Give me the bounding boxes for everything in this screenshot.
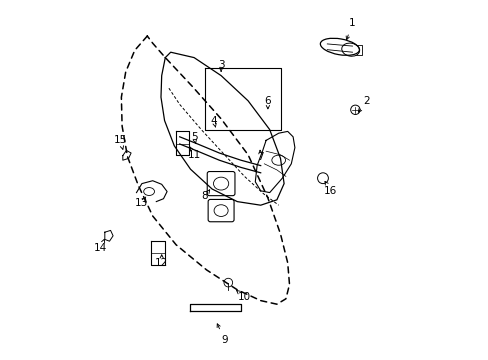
Text: 3: 3: [217, 60, 224, 70]
Text: 7: 7: [257, 152, 264, 162]
Text: 4: 4: [210, 116, 217, 126]
Text: 14: 14: [94, 243, 107, 253]
Text: 9: 9: [221, 335, 227, 345]
Text: 10: 10: [238, 292, 250, 302]
Text: 2: 2: [363, 96, 369, 106]
Text: 1: 1: [348, 18, 355, 28]
Text: 16: 16: [324, 186, 337, 196]
Text: 11: 11: [187, 150, 200, 160]
Text: 13: 13: [135, 198, 148, 208]
Text: 12: 12: [155, 258, 168, 268]
Text: 5: 5: [190, 132, 197, 142]
Text: 8: 8: [201, 191, 208, 201]
Text: 15: 15: [113, 135, 127, 145]
Text: 6: 6: [264, 96, 271, 106]
